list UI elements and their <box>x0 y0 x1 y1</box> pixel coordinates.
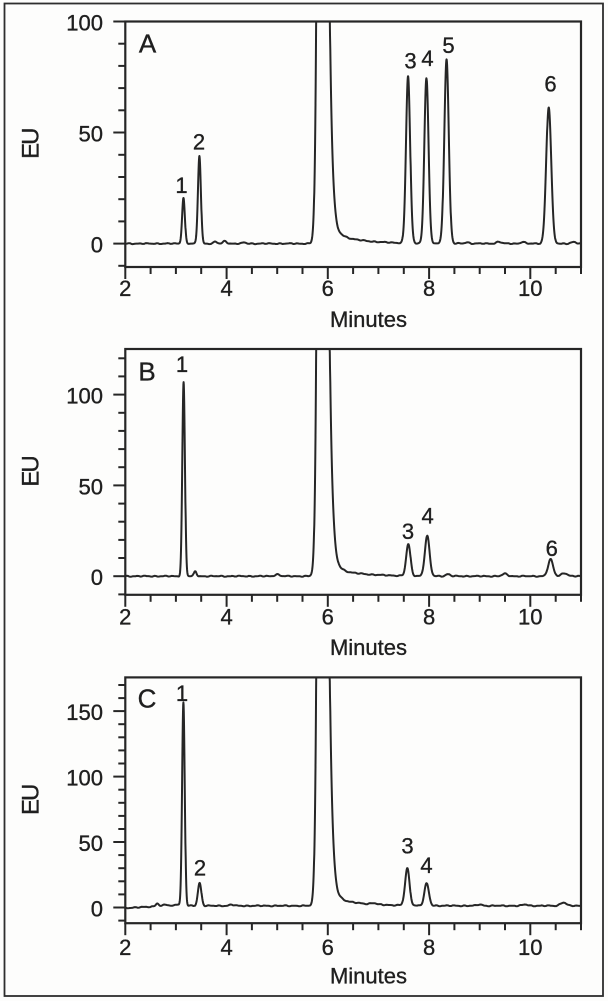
svg-text:4: 4 <box>220 605 232 630</box>
svg-text:6: 6 <box>546 536 558 561</box>
svg-text:8: 8 <box>423 605 435 630</box>
svg-text:4: 4 <box>420 853 432 878</box>
svg-text:3: 3 <box>404 49 416 74</box>
svg-text:5: 5 <box>442 33 454 58</box>
svg-text:100: 100 <box>66 766 103 791</box>
svg-text:6: 6 <box>544 72 556 97</box>
svg-text:2: 2 <box>119 935 131 960</box>
svg-text:10: 10 <box>518 605 542 630</box>
svg-text:2: 2 <box>193 130 205 155</box>
svg-text:100: 100 <box>66 384 103 409</box>
svg-text:4: 4 <box>421 46 433 71</box>
svg-text:150: 150 <box>66 700 103 725</box>
svg-text:6: 6 <box>322 605 334 630</box>
svg-text:50: 50 <box>79 474 103 499</box>
svg-text:EU: EU <box>18 785 45 815</box>
svg-text:8: 8 <box>423 935 435 960</box>
svg-text:6: 6 <box>322 935 334 960</box>
svg-text:B: B <box>138 357 155 387</box>
svg-text:1: 1 <box>175 173 187 198</box>
svg-text:2: 2 <box>119 605 131 630</box>
svg-text:Minutes: Minutes <box>330 307 407 332</box>
svg-text:6: 6 <box>322 276 334 301</box>
svg-text:Minutes: Minutes <box>330 964 407 989</box>
svg-text:A: A <box>139 29 157 59</box>
svg-text:4: 4 <box>421 504 433 529</box>
svg-text:2: 2 <box>119 276 131 301</box>
svg-text:3: 3 <box>402 519 414 544</box>
svg-text:EU: EU <box>18 129 45 159</box>
svg-text:0: 0 <box>91 897 103 922</box>
svg-text:4: 4 <box>220 276 232 301</box>
svg-text:3: 3 <box>401 834 413 859</box>
svg-text:1: 1 <box>176 681 188 706</box>
svg-text:2: 2 <box>194 856 206 881</box>
svg-text:8: 8 <box>423 276 435 301</box>
svg-text:Minutes: Minutes <box>330 635 407 660</box>
svg-text:1: 1 <box>176 352 188 377</box>
svg-text:0: 0 <box>91 565 103 590</box>
svg-text:100: 100 <box>66 11 103 36</box>
svg-text:C: C <box>138 684 157 714</box>
svg-text:10: 10 <box>518 935 542 960</box>
svg-text:50: 50 <box>79 122 103 147</box>
svg-text:4: 4 <box>220 935 232 960</box>
svg-text:50: 50 <box>79 831 103 856</box>
svg-text:EU: EU <box>18 457 45 487</box>
svg-text:10: 10 <box>518 276 542 301</box>
svg-text:0: 0 <box>91 233 103 258</box>
